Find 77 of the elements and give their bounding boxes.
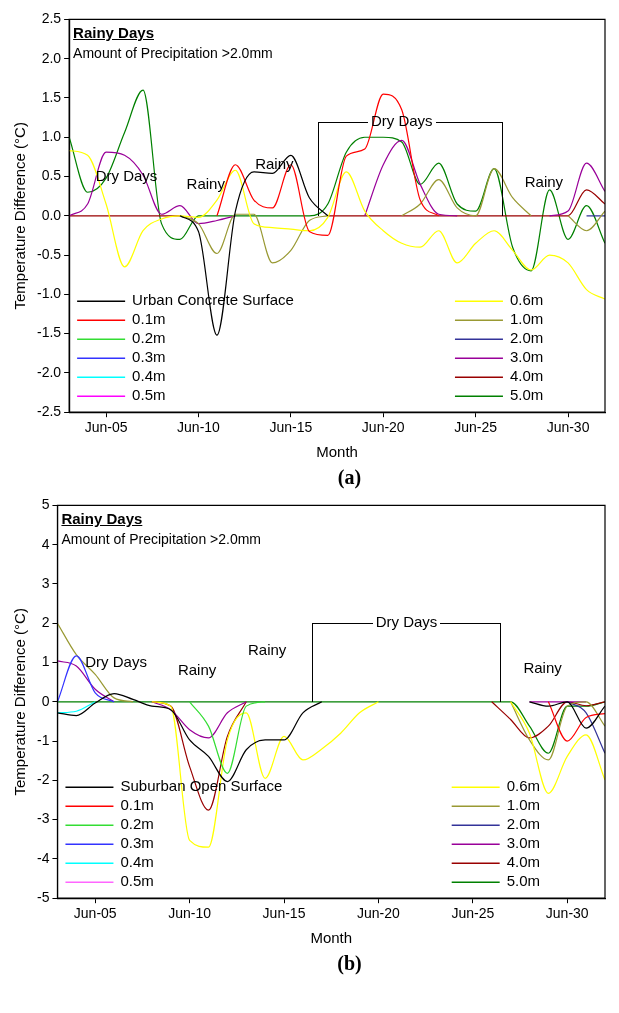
annotation: Dry Days bbox=[85, 652, 147, 670]
x-tick-label: Jun-15 bbox=[269, 419, 313, 436]
x-tick-label: Jun-20 bbox=[357, 905, 401, 922]
text: Amount of Precipitation >2.0mm bbox=[73, 44, 273, 64]
y-axis-title: Temperature Difference (°C) bbox=[11, 608, 29, 796]
text: (a) bbox=[336, 466, 363, 491]
y-tick-label: 2 bbox=[41, 614, 50, 631]
x-tick-label: Jun-05 bbox=[84, 419, 128, 436]
x-tick-label: Jun-25 bbox=[451, 905, 495, 922]
y-tick-label: 2.0 bbox=[41, 49, 62, 66]
y-tick-label: 4 bbox=[41, 535, 50, 552]
chart-title: Rainy Days bbox=[73, 23, 155, 44]
annotation: Rainy bbox=[523, 658, 563, 676]
x-tick-label: Jun-05 bbox=[73, 905, 117, 922]
y-tick-label: 1 bbox=[41, 653, 50, 670]
y-tick-label: 2.5 bbox=[41, 10, 62, 27]
text: Amount of Precipitation >2.0mm bbox=[61, 530, 262, 550]
text: (b) bbox=[336, 952, 363, 976]
annotation: Rainy bbox=[524, 172, 564, 190]
y-tick-label: 1.0 bbox=[41, 128, 62, 145]
legend-label: 0.6m bbox=[506, 777, 541, 795]
x-tick-label: Jun-30 bbox=[546, 419, 590, 436]
legend-label: 0.3m bbox=[120, 834, 154, 852]
x-tick-label: Jun-20 bbox=[361, 419, 405, 436]
x-tick-label: Jun-25 bbox=[454, 419, 498, 436]
legend-label: 0.6m bbox=[509, 291, 544, 309]
annotation: Rainy bbox=[247, 640, 287, 658]
legend-label: 0.4m bbox=[120, 853, 154, 871]
y-tick-label: -2 bbox=[37, 771, 50, 788]
y-tick-label: 0 bbox=[41, 692, 50, 709]
line-series bbox=[179, 154, 329, 336]
annotation: Dry Days bbox=[375, 613, 438, 631]
y-tick-label: 0.5 bbox=[41, 167, 62, 184]
y-tick-label: -5 bbox=[37, 889, 50, 906]
legend-label: 4.0m bbox=[509, 367, 544, 385]
legend-label: 0.1m bbox=[132, 310, 166, 328]
legend-label: 0.2m bbox=[120, 815, 154, 833]
y-tick-label: 0.0 bbox=[41, 206, 62, 223]
y-tick-label: -1.5 bbox=[37, 324, 62, 341]
x-tick-label: Jun-15 bbox=[262, 905, 306, 922]
legend-label: 0.1m bbox=[120, 796, 154, 814]
annotation: Rainy bbox=[186, 174, 226, 192]
legend-label: 0.5m bbox=[120, 872, 154, 890]
legend-label: 3.0m bbox=[506, 834, 541, 852]
legend-label: 3.0m bbox=[509, 348, 544, 366]
y-axis-title: Temperature Difference (°C) bbox=[11, 122, 29, 310]
legend-label: 0.2m bbox=[132, 329, 166, 347]
line-series bbox=[189, 701, 266, 774]
x-axis-title: Month bbox=[316, 443, 358, 461]
line-series bbox=[547, 701, 605, 742]
legend-label: 2.0m bbox=[506, 815, 541, 833]
x-axis-title: Month bbox=[310, 929, 353, 947]
x-tick-label: Jun-10 bbox=[168, 905, 212, 922]
legend-label: 5.0m bbox=[506, 872, 541, 890]
y-tick-label: 1.5 bbox=[41, 88, 62, 105]
y-tick-label: -1 bbox=[37, 731, 50, 748]
y-tick-label: 5 bbox=[41, 496, 50, 513]
y-tick-label: -1.0 bbox=[37, 285, 62, 302]
y-tick-label: -0.5 bbox=[37, 245, 62, 262]
legend-label: 5.0m bbox=[509, 386, 544, 404]
y-tick-label: -4 bbox=[37, 849, 50, 866]
y-tick-label: -2.0 bbox=[37, 363, 62, 380]
y-tick-label: 3 bbox=[41, 574, 50, 591]
chart-title: Rainy Days bbox=[61, 509, 144, 530]
legend-label: 1.0m bbox=[506, 796, 541, 814]
annotation: Rainy bbox=[177, 660, 217, 678]
legend-label: 0.5m bbox=[132, 386, 166, 404]
legend-label: 0.3m bbox=[132, 348, 166, 366]
y-tick-label: -2.5 bbox=[37, 403, 62, 420]
line-series bbox=[69, 89, 605, 272]
y-tick-label: -3 bbox=[37, 810, 50, 827]
x-tick-label: Jun-10 bbox=[177, 419, 221, 436]
legend-label: 4.0m bbox=[506, 853, 541, 871]
legend-label: 0.4m bbox=[132, 367, 166, 385]
legend-label: 2.0m bbox=[509, 329, 544, 347]
x-tick-label: Jun-30 bbox=[545, 905, 589, 922]
legend-label: 1.0m bbox=[509, 310, 544, 328]
